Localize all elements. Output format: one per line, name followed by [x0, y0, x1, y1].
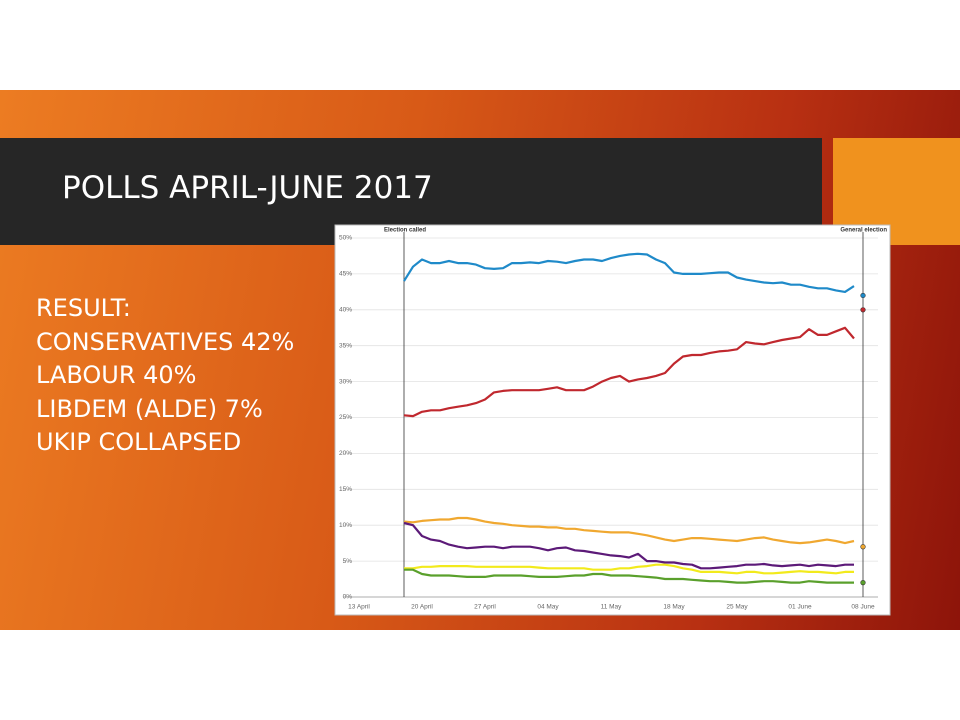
result-dot — [860, 307, 866, 313]
y-tick-label: 20% — [339, 450, 352, 457]
body-line: LIBDEM (ALDE) 7% — [36, 394, 263, 423]
body-line: RESULT: — [36, 294, 131, 322]
y-tick-label: 50% — [339, 235, 352, 242]
x-tick-label: 18 May — [663, 604, 685, 611]
result-dot — [860, 580, 866, 586]
series-line — [404, 563, 854, 575]
y-tick-label: 40% — [339, 307, 352, 314]
y-tick-label: 15% — [339, 486, 352, 493]
series-line — [404, 568, 854, 584]
chart-frame — [334, 224, 891, 616]
body-line: CONSERVATIVES 42% — [36, 327, 295, 356]
y-tick-label: 25% — [339, 414, 352, 421]
result-dot — [860, 544, 866, 550]
slide-body: RESULT: CONSERVATIVES 42% LABOUR 40% LIBDEM… — [36, 292, 294, 460]
x-tick-label: 13 April — [348, 604, 370, 611]
x-tick-label: 25 May — [726, 604, 748, 611]
series-line — [403, 521, 854, 570]
annotation: General election — [840, 228, 887, 234]
x-tick-label: 11 May — [601, 604, 623, 611]
body-line: UKIP COLLAPSED — [36, 428, 242, 456]
x-tick-label: 04 May — [537, 604, 559, 611]
body-line: LABOUR 40% — [36, 361, 197, 389]
x-tick-label: 08 June — [851, 604, 875, 611]
y-tick-label: 35% — [339, 342, 352, 349]
x-tick-label: 27 April — [474, 604, 496, 611]
x-tick-label: 20 April — [411, 604, 433, 611]
annotation: Election called — [384, 228, 426, 234]
y-tick-label: 45% — [339, 271, 352, 278]
y-tick-label: 5% — [343, 558, 353, 565]
x-tick-label: 01 June — [788, 604, 812, 611]
result-dot — [860, 292, 866, 299]
slide-title: POLLS APRIL-JUNE 2017 — [62, 170, 433, 206]
series-line — [403, 516, 855, 545]
y-tick-label: 10% — [339, 522, 352, 529]
series-line — [403, 252, 855, 293]
series-line — [403, 326, 855, 418]
y-tick-label: 30% — [339, 378, 352, 385]
